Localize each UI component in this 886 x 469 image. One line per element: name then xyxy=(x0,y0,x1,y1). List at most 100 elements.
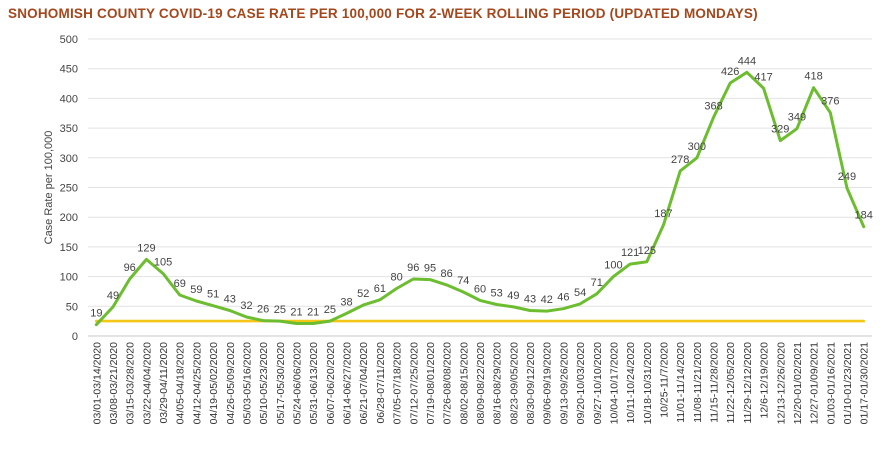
data-label: 19 xyxy=(90,308,102,320)
data-label: 69 xyxy=(174,278,186,290)
data-label: 49 xyxy=(107,290,119,302)
x-axis-ticks: 03/01-03/14/2020 03/08-03/21/2020 03/15-03… xyxy=(91,342,870,424)
y-tick-label: 400 xyxy=(60,93,78,105)
x-tick-label: 05/24-06/06/2020 xyxy=(292,342,304,424)
data-label: 278 xyxy=(671,154,689,166)
x-tick-label: 10/04-10/17/2020 xyxy=(608,342,620,424)
y-tick-label: 0 xyxy=(72,331,78,343)
data-label: 71 xyxy=(591,277,603,289)
data-label: 21 xyxy=(290,307,302,319)
x-tick-label: 08/23-09/05/2020 xyxy=(508,342,520,424)
data-label: 25 xyxy=(324,304,336,316)
x-tick-label: 09/13-09/26/2020 xyxy=(558,342,570,424)
data-label: 300 xyxy=(688,141,706,153)
x-tick-label: 10/25-11/7/2020 xyxy=(658,342,670,418)
y-tick-label: 250 xyxy=(60,183,78,195)
data-label: 42 xyxy=(541,294,553,306)
data-label: 121 xyxy=(621,247,639,259)
y-tick-label: 200 xyxy=(60,212,78,224)
y-axis-label: Case Rate per 100,000 xyxy=(43,131,55,245)
x-tick-label: 06/07-06/20/2020 xyxy=(325,342,337,424)
x-tick-label: 11/15-11/28/2020 xyxy=(709,342,721,423)
x-tick-label: 07/05-07/18/2020 xyxy=(392,342,404,424)
y-axis-ticks: 0 50 100 150 200 250 300 350 400 450 500 xyxy=(60,34,78,343)
x-tick-label: 07/19-08/01/2020 xyxy=(425,342,437,424)
data-label: 329 xyxy=(771,124,789,136)
x-tick-label: 05/31-06/13/2020 xyxy=(308,342,320,424)
x-tick-label: 06/21-07/04/2020 xyxy=(358,342,370,424)
data-label: 100 xyxy=(604,260,622,272)
data-label: 53 xyxy=(491,288,503,300)
data-label: 418 xyxy=(804,71,822,83)
x-tick-label: 10/11-10/24/2020 xyxy=(625,342,637,424)
data-label: 43 xyxy=(224,293,236,305)
x-tick-label: 11/22-12/05/2020 xyxy=(725,342,737,424)
x-tick-label: 10/18-10/31/2020 xyxy=(642,342,654,424)
x-tick-label: 09/06-09/19/2020 xyxy=(542,342,554,424)
x-tick-label: 03/22-04/04/2020 xyxy=(141,342,153,424)
data-label: 38 xyxy=(340,296,352,308)
x-tick-label: 11/01-11/14/2020 xyxy=(675,342,687,423)
data-label: 368 xyxy=(704,100,722,112)
y-tick-label: 300 xyxy=(60,153,78,165)
data-label: 187 xyxy=(654,208,672,220)
data-label: 105 xyxy=(154,257,172,269)
data-label: 96 xyxy=(124,262,136,274)
x-tick-label: 05/03-05/16/2020 xyxy=(241,342,253,424)
x-tick-label: 05/17-05/30/2020 xyxy=(275,342,287,424)
x-tick-label: 04/19-05/02/2020 xyxy=(208,342,220,424)
x-tick-label: 12/13-12/26/2020 xyxy=(775,342,787,424)
data-label: 43 xyxy=(524,293,536,305)
series-lines xyxy=(94,70,866,327)
data-label: 86 xyxy=(441,268,453,280)
x-tick-label: 01/10-01/23/2021 xyxy=(842,342,854,424)
x-tick-label: 08/02-08/15/2020 xyxy=(458,342,470,424)
x-tick-label: 09/20-10/03/2020 xyxy=(575,342,587,424)
data-label: 51 xyxy=(207,289,219,301)
case-rate-line xyxy=(94,70,866,327)
data-label: 54 xyxy=(574,287,586,299)
data-label: 74 xyxy=(457,275,469,287)
x-tick-label: 08/09-08/22/2020 xyxy=(475,342,487,424)
y-tick-label: 450 xyxy=(60,64,78,76)
data-label: 61 xyxy=(374,283,386,295)
x-tick-label: 09/27-10/10/2020 xyxy=(592,342,604,424)
y-tick-label: 100 xyxy=(60,272,78,284)
x-tick-label: 04/12-04/25/2020 xyxy=(191,342,203,424)
y-tick-label: 150 xyxy=(60,242,78,254)
data-label: 417 xyxy=(754,71,772,83)
x-tick-label: 03/08-03/21/2020 xyxy=(108,342,120,424)
data-label: 96 xyxy=(407,262,419,274)
y-tick-label: 350 xyxy=(60,123,78,135)
data-label: 46 xyxy=(557,292,569,304)
x-tick-label: 11/29-12/12/2020 xyxy=(742,342,754,424)
data-label: 32 xyxy=(240,300,252,312)
x-tick-label: 12/27-01/09/2021 xyxy=(809,342,821,424)
x-tick-label: 03/29-04/11/2020 xyxy=(158,342,170,424)
x-tick-label: 03/15-03/28/2020 xyxy=(125,342,137,424)
x-tick-label: 11/08-11/21/2020 xyxy=(692,342,704,423)
data-label: 21 xyxy=(307,307,319,319)
x-tick-label: 08/30-09/12/2020 xyxy=(525,342,537,424)
x-tick-label: 01/03-01/16/2021 xyxy=(825,342,837,424)
x-tick-label: 04/05-04/18/2020 xyxy=(175,342,187,424)
data-label: 26 xyxy=(257,304,269,316)
data-label: 129 xyxy=(137,242,155,254)
data-label: 125 xyxy=(638,245,656,257)
x-tick-label: 07/12-07/25/2020 xyxy=(408,342,420,424)
data-label: 52 xyxy=(357,288,369,300)
data-label: 349 xyxy=(788,112,806,124)
x-tick-label: 01/17-01/30/2021 xyxy=(859,342,871,424)
x-tick-label: 05/10-05/23/2020 xyxy=(258,342,270,424)
x-tick-label: 06/14-06/27/2020 xyxy=(342,342,354,424)
data-label: 25 xyxy=(274,304,286,316)
x-tick-label: 08/16-08/29/2020 xyxy=(492,342,504,424)
data-label: 184 xyxy=(854,210,872,222)
data-label: 60 xyxy=(474,283,486,295)
data-label: 426 xyxy=(721,66,739,78)
data-label: 59 xyxy=(190,284,202,296)
y-tick-label: 500 xyxy=(60,34,78,46)
data-label: 249 xyxy=(838,171,856,183)
